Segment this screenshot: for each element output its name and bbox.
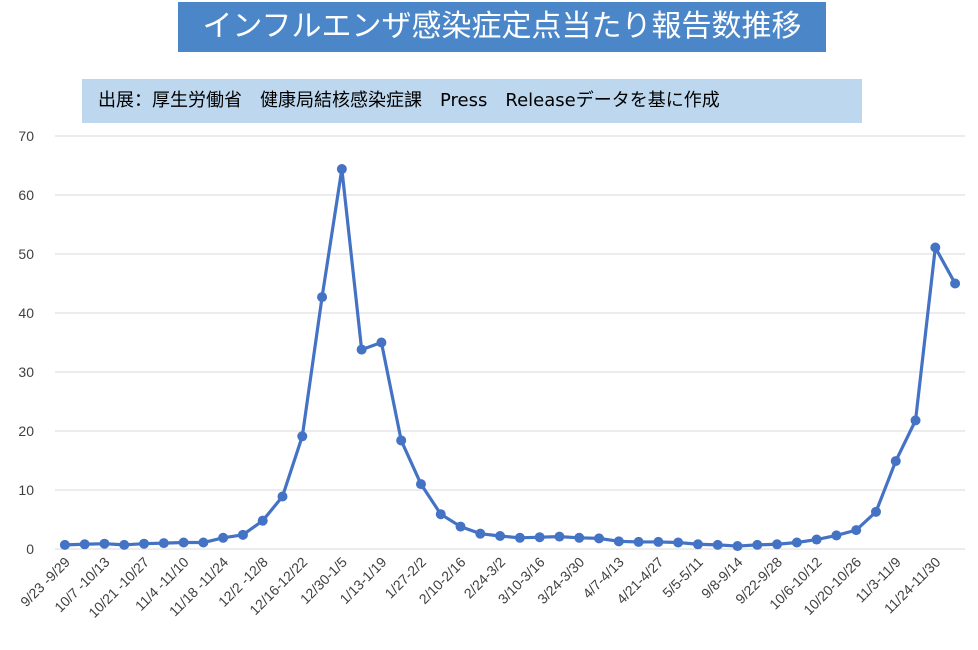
data-point [712,539,723,550]
data-point [475,528,486,539]
data-point [534,532,545,543]
data-point [277,491,288,502]
data-point [218,532,229,543]
y-tick-label: 60 [18,187,34,203]
data-point [415,479,426,490]
data-point [99,538,110,549]
data-point [317,292,328,303]
data-point [139,538,150,549]
y-tick-label: 70 [18,128,34,144]
data-point [336,164,347,175]
y-tick-label: 20 [18,423,34,439]
data-point [890,456,901,467]
data-point [356,344,367,355]
y-tick-label: 10 [18,482,34,498]
data-point [613,536,624,547]
data-point [811,534,822,545]
data-point [831,530,842,541]
data-point [455,521,466,532]
chart-title: インフルエンザ感染症定点当たり報告数推移 [178,2,826,52]
data-point [376,337,387,348]
data-point [237,529,248,540]
data-point [910,415,921,426]
data-point [870,506,881,517]
data-point [633,536,644,547]
data-point [574,532,585,543]
data-point [257,515,268,526]
data-point [158,538,169,549]
y-tick-label: 40 [18,305,34,321]
data-point [732,541,743,552]
data-point [752,539,763,550]
data-point [594,533,605,544]
data-point [495,531,506,542]
data-point [950,278,961,289]
data-point [772,539,783,550]
data-point [930,242,941,253]
y-tick-label: 50 [18,246,34,262]
y-tick-label: 0 [26,541,34,557]
x-tick-label: 5/5-5/11 [659,554,706,601]
data-point [692,539,703,550]
source-note: 出展：厚生労働省 健康局結核感染症課 Press Releaseデータを基に作成 [82,79,862,123]
data-point [79,539,90,550]
data-point [514,532,525,543]
data-point [198,537,209,548]
data-point [653,536,664,547]
data-point [178,537,189,548]
data-point [59,539,70,550]
series-line [64,167,957,548]
data-point [851,525,862,536]
data-point [554,531,565,542]
data-point [435,509,446,520]
data-point [297,431,308,442]
data-point [119,539,130,550]
data-point [673,537,684,548]
y-tick-label: 30 [18,364,34,380]
data-point [791,537,802,548]
data-point [396,435,407,446]
